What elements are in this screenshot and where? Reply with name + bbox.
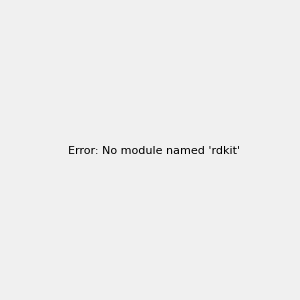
- Text: Error: No module named 'rdkit': Error: No module named 'rdkit': [68, 146, 240, 157]
